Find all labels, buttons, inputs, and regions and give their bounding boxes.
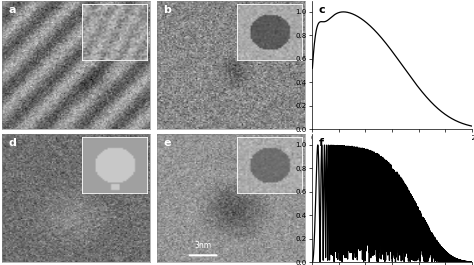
Text: c: c [319, 5, 325, 15]
Text: 3nm: 3nm [194, 241, 212, 250]
Text: e: e [163, 138, 171, 148]
Text: b: b [163, 5, 171, 15]
Text: a: a [8, 5, 16, 15]
Text: d: d [8, 138, 16, 148]
X-axis label: k /nm⁻¹: k /nm⁻¹ [376, 144, 408, 153]
Text: f: f [319, 138, 324, 148]
